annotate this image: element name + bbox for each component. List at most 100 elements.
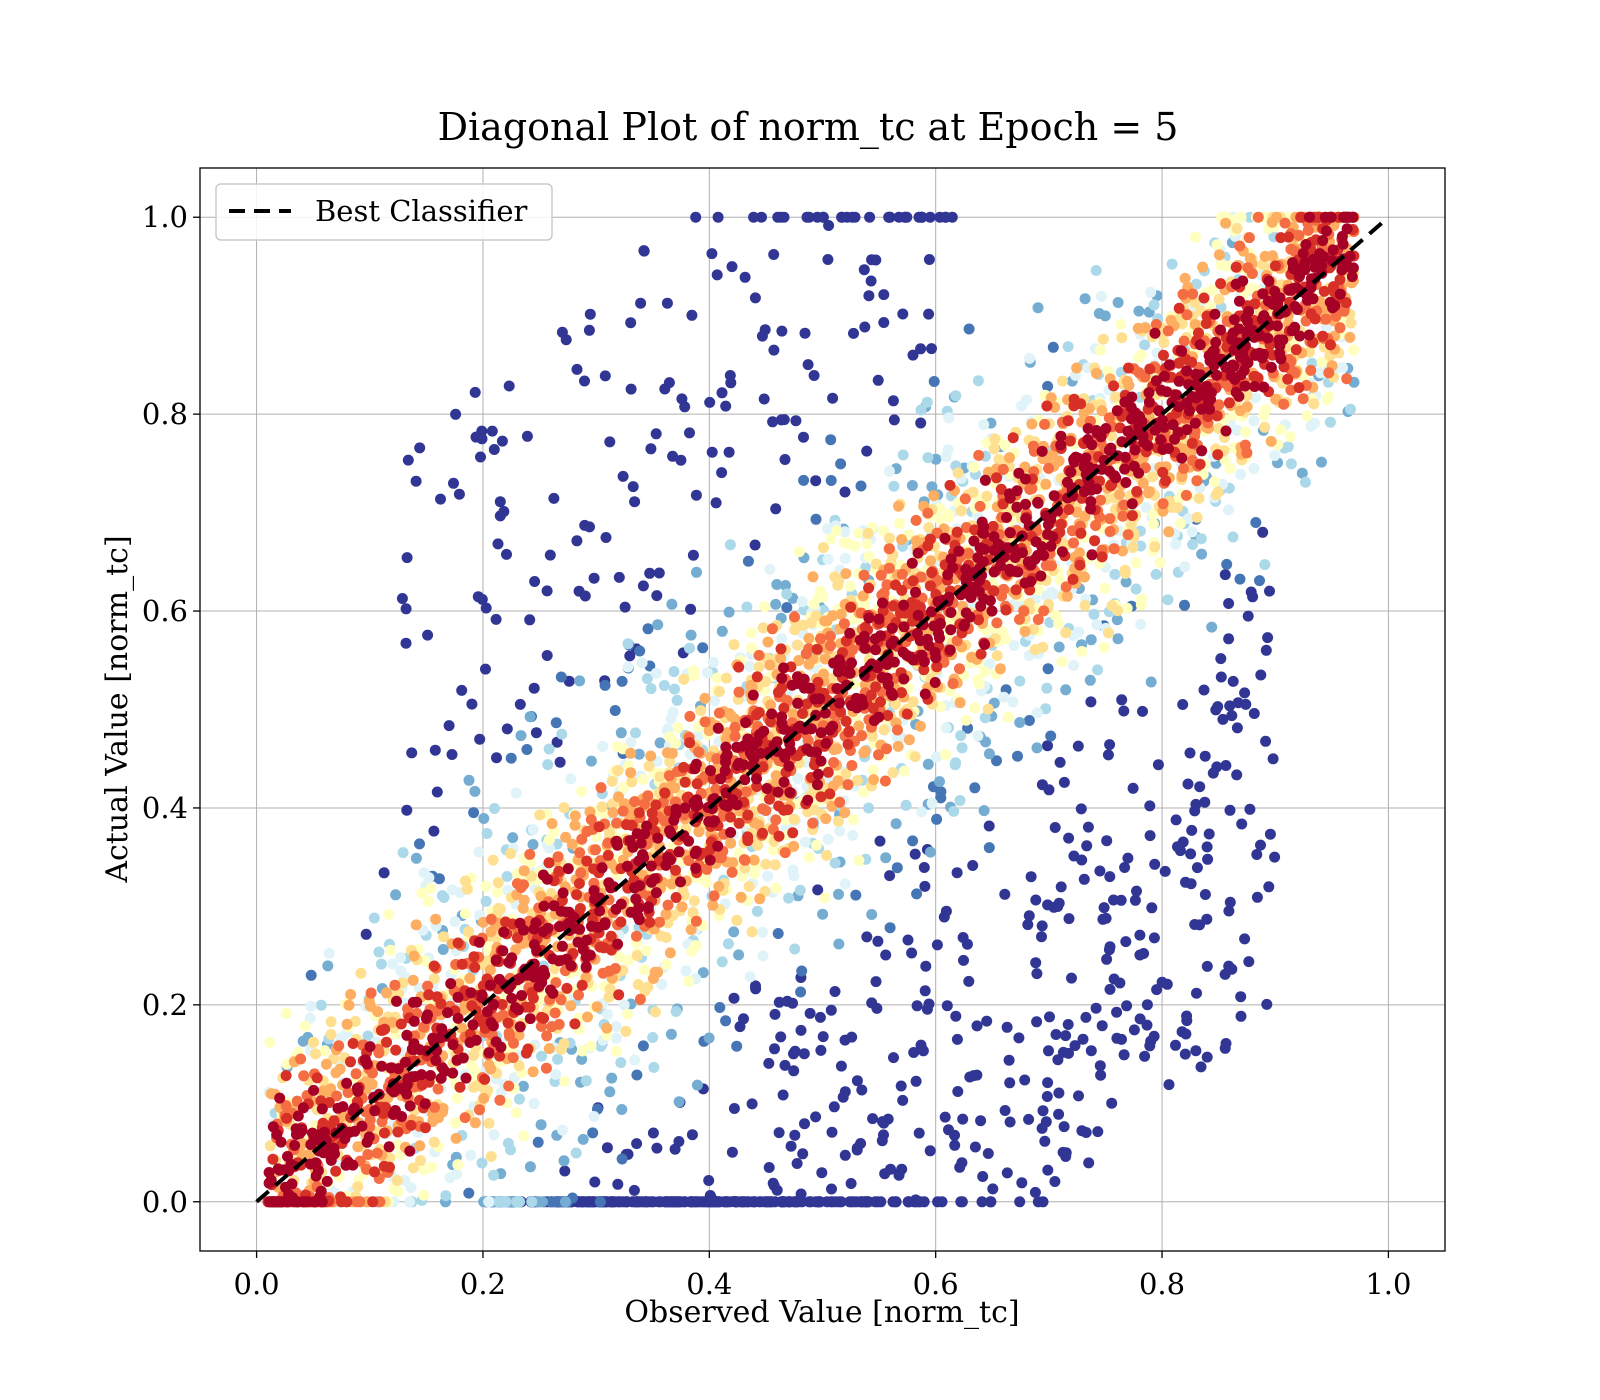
scatter-point [524, 848, 536, 860]
scatter-point [1122, 529, 1134, 541]
scatter-point [879, 775, 891, 787]
scatter-point [967, 860, 979, 871]
scatter-point [1206, 621, 1218, 633]
scatter-point [991, 472, 1002, 484]
scatter-point [395, 952, 407, 964]
scatter-point [822, 553, 834, 565]
scatter-point [1144, 800, 1156, 812]
scatter-point [853, 720, 865, 732]
scatter-point [795, 1024, 807, 1036]
scatter-point [998, 691, 1010, 703]
scatter-point [661, 747, 673, 759]
scatter-point [493, 1196, 505, 1208]
scatter-point [1062, 1019, 1074, 1030]
scatter-point [402, 454, 414, 466]
scatter-point [436, 890, 448, 902]
scatter-point [1202, 853, 1214, 865]
scatter-point [1149, 541, 1161, 553]
scatter-point [861, 1196, 873, 1208]
scatter-point [280, 1007, 292, 1019]
scatter-point [543, 743, 555, 755]
scatter-point [637, 580, 649, 592]
scatter-point [883, 465, 895, 477]
scatter-point [367, 1196, 379, 1208]
scatter-point [621, 1196, 633, 1208]
scatter-point [1001, 1167, 1013, 1179]
scatter-point [507, 832, 519, 844]
scatter-point [1104, 983, 1116, 995]
scatter-point [960, 714, 972, 726]
scatter-point [762, 870, 774, 882]
scatter-point [501, 871, 513, 882]
scatter-point [756, 211, 767, 223]
scatter-point [1201, 1051, 1213, 1063]
scatter-point [451, 1092, 463, 1104]
scatter-point [814, 1196, 826, 1208]
scatter-point [1004, 1077, 1016, 1089]
scatter-point [325, 1016, 337, 1028]
scatter-point [395, 1018, 407, 1030]
scatter-point [724, 539, 736, 551]
scatter-point [758, 393, 770, 405]
scatter-point [1215, 671, 1227, 683]
scatter-point [580, 1075, 592, 1087]
scatter-point [559, 1075, 571, 1087]
scatter-point [1187, 539, 1199, 550]
scatter-point [811, 839, 822, 851]
scatter-point [695, 705, 707, 717]
scatter-point [1053, 1087, 1065, 1099]
scatter-point [911, 1000, 923, 1012]
scatter-point [906, 480, 918, 491]
scatter-point [574, 675, 586, 687]
scatter-point [1321, 322, 1332, 333]
scatter-point [713, 707, 725, 719]
scatter-point [816, 1167, 828, 1179]
scatter-point [469, 961, 481, 973]
scatter-point [555, 671, 567, 683]
scatter-point [637, 1040, 649, 1052]
scatter-point [1248, 708, 1260, 719]
scatter-point [1210, 489, 1222, 501]
scatter-point [796, 596, 808, 608]
scatter-point [267, 1153, 279, 1165]
scatter-point [1079, 571, 1090, 583]
scatter-point [1049, 1176, 1061, 1187]
scatter-point [798, 474, 810, 486]
scatter-point [678, 673, 690, 685]
scatter-point [1239, 933, 1251, 945]
scatter-point [991, 617, 1003, 629]
scatter-point [579, 375, 590, 387]
scatter-point [1232, 697, 1244, 709]
scatter-point [915, 343, 927, 355]
scatter-point [1068, 537, 1079, 549]
scatter-point [1190, 1045, 1202, 1057]
scatter-point [891, 732, 903, 744]
scatter-point [1242, 262, 1254, 274]
scatter-point [853, 855, 865, 866]
scatter-point [634, 645, 646, 657]
scatter-point [551, 736, 563, 748]
scatter-point [772, 211, 784, 223]
scatter-point [1190, 278, 1202, 290]
scatter-point [815, 585, 826, 597]
scatter-point [535, 1011, 547, 1023]
scatter-point [1179, 272, 1191, 284]
scatter-point [347, 1038, 359, 1049]
scatter-point [483, 1059, 495, 1071]
scatter-point [1186, 824, 1198, 836]
scatter-point [983, 748, 995, 760]
scatter-point [483, 1117, 495, 1129]
scatter-point [400, 603, 412, 615]
scatter-point [1145, 676, 1157, 688]
scatter-point [1224, 462, 1236, 474]
scatter-point [423, 989, 435, 1001]
scatter-point [601, 1022, 613, 1034]
scatter-point [690, 489, 702, 501]
scatter-point [485, 1151, 497, 1162]
scatter-point [444, 1172, 456, 1184]
scatter-point [1042, 1077, 1054, 1089]
scatter-point [343, 999, 355, 1011]
scatter-point [673, 1096, 685, 1108]
scatter-point [404, 1196, 416, 1208]
scatter-point [773, 996, 785, 1008]
